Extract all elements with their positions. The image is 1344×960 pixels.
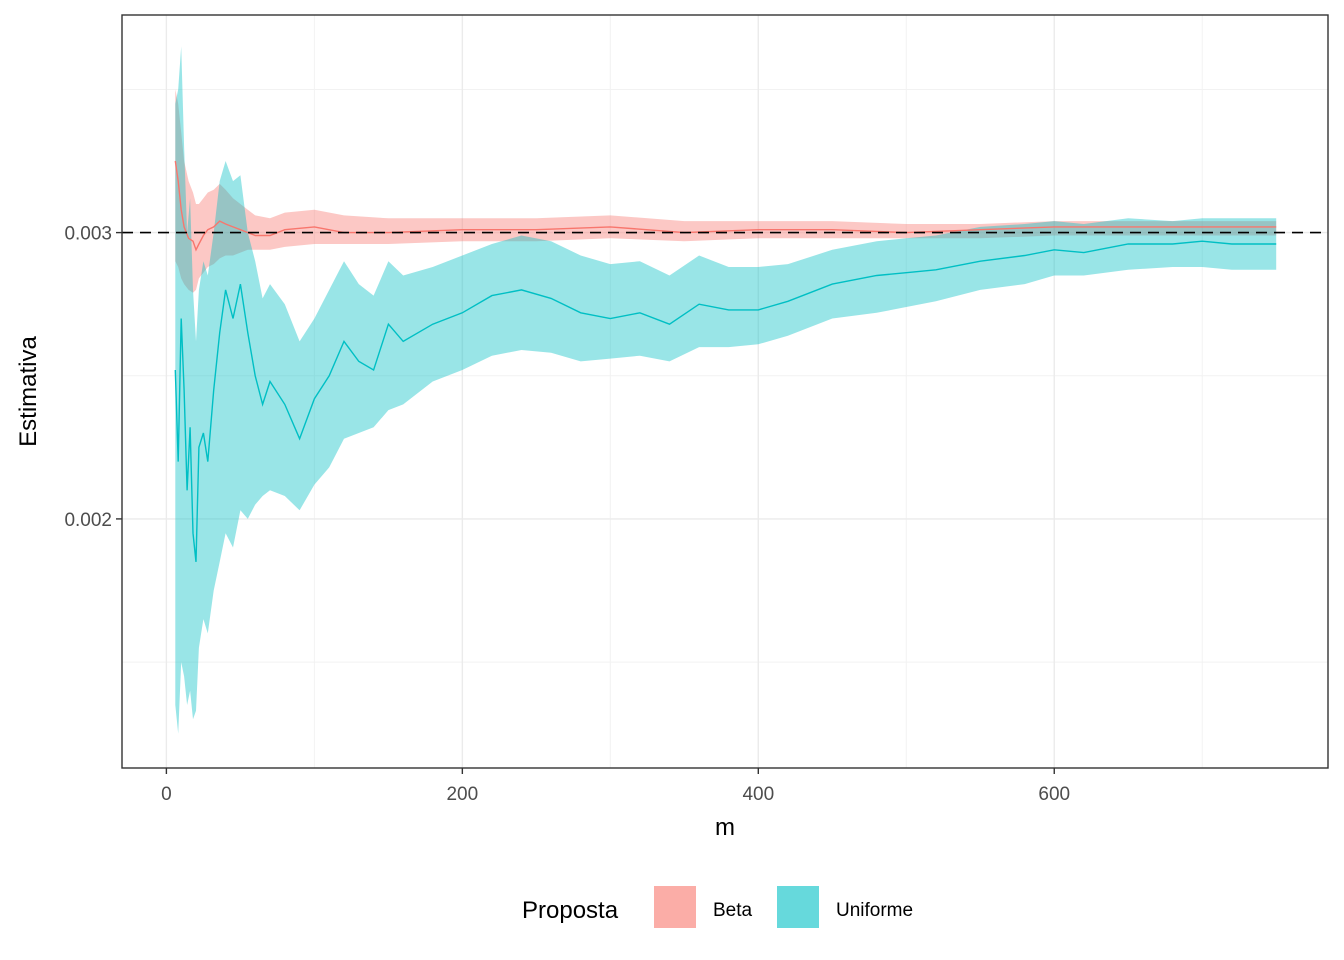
line-beta — [174, 160, 1277, 252]
confidence-ribbons — [175, 46, 1277, 734]
x-axis: 0 200 400 600 — [161, 768, 1070, 805]
legend-label-beta: Beta — [713, 900, 753, 921]
y-tick-label: 0.003 — [64, 224, 112, 245]
legend-label-uniforme: Uniforme — [836, 900, 913, 921]
line-uniforme — [174, 240, 1277, 562]
legend-title: Proposta — [522, 897, 619, 924]
legend-key-beta — [654, 886, 696, 928]
legend-key-uniforme — [777, 886, 819, 928]
x-tick-label: 600 — [1038, 784, 1070, 805]
y-tick-label: 0.002 — [64, 510, 112, 531]
legend: Proposta Beta Uniforme — [522, 886, 913, 928]
series-lines — [174, 160, 1277, 562]
panel-border — [121, 14, 1329, 769]
x-tick-label: 0 — [161, 784, 172, 805]
ribbon-uniforme — [175, 46, 1277, 734]
x-axis-title: m — [715, 814, 735, 841]
x-tick-label: 200 — [446, 784, 478, 805]
x-tick-label: 400 — [742, 784, 774, 805]
y-axis-title: Estimativa — [15, 336, 42, 447]
y-axis: 0.002 0.003 — [64, 224, 122, 531]
minor-gridlines — [122, 15, 1328, 768]
